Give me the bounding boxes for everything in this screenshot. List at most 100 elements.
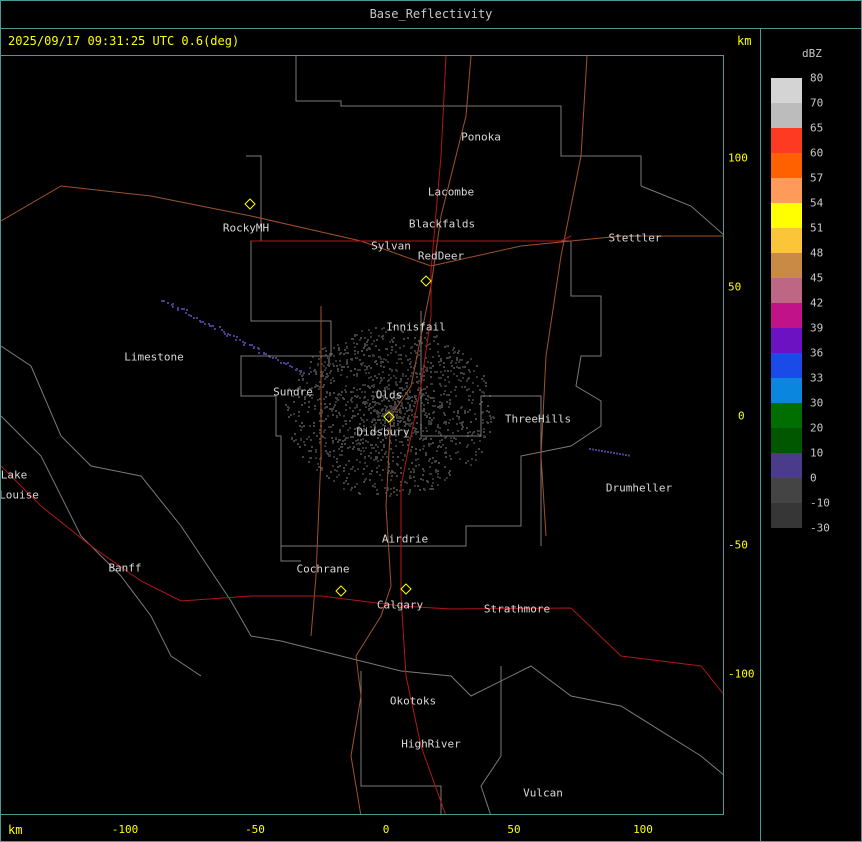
echo-pixel [337,466,339,468]
echo-pixel [437,343,439,345]
echo-pixel [616,452,618,455]
echo-pixel [391,349,393,351]
y-tick: 50 [728,280,742,294]
echo-pixel [426,430,428,432]
echo-pixel [377,493,379,495]
echo-pixel [235,339,237,341]
echo-pixel [387,487,389,489]
echo-pixel [304,402,306,404]
echo-pixel [424,337,426,339]
echo-pixel [363,450,365,452]
echo-pixel [437,484,439,486]
echo-pixel [433,400,435,402]
echo-pixel [370,376,372,378]
echo-pixel [458,367,460,369]
echo-pixel [299,388,301,390]
echo-pixel [441,402,443,404]
echo-pixel [430,443,432,445]
echo-pixel [459,458,461,460]
echo-pixel [186,309,188,311]
echo-pixel [302,378,304,380]
echo-pixel [177,309,179,311]
echo-pixel [396,494,398,496]
echo-pixel [301,390,303,392]
echo-pixel [430,383,432,385]
echo-pixel [376,456,378,458]
echo-pixel [406,482,408,484]
echo-pixel [377,446,379,448]
echo-pixel [208,323,210,325]
echo-pixel [489,431,491,433]
echo-pixel [347,437,349,439]
echo-pixel [384,405,386,407]
echo-pixel [358,426,360,428]
echo-pixel [401,402,403,404]
echo-pixel [409,404,411,406]
echo-pixel [405,375,407,377]
echo-pixel [427,399,429,401]
echo-pixel [359,409,361,411]
legend-label: 42 [810,296,824,310]
echo-pixel [430,362,432,364]
echo-pixel [340,446,342,448]
echo-pixel [458,361,460,363]
echo-pixel [460,372,462,374]
echo-pixel [404,421,406,423]
echo-pixel [375,422,377,424]
echo-pixel [293,401,295,403]
echo-pixel [387,380,389,382]
echo-pixel [421,395,423,397]
echo-pixel [407,378,409,380]
echo-pixel [628,454,630,457]
product-title: Base_Reflectivity [369,7,493,21]
echo-pixel [172,303,174,305]
echo-pixel [358,442,360,444]
echo-pixel [455,443,457,445]
echo-pixel [354,346,356,348]
echo-pixel [471,402,473,404]
echo-pixel [418,340,420,342]
echo-pixel [446,345,448,347]
echo-pixel [316,435,318,437]
echo-pixel [426,367,428,369]
echo-pixel [425,398,427,400]
echo-pixel [410,366,412,368]
echo-pixel [449,474,451,476]
echo-pixel [388,466,390,468]
echo-pixel [339,360,341,362]
echo-pixel [427,402,429,404]
echo-pixel [453,347,455,349]
echo-pixel [335,437,337,439]
echo-pixel [475,451,477,453]
echo-pixel [420,437,422,439]
echo-pixel [326,406,328,408]
echo-pixel [430,397,432,399]
radar-site-marker [383,411,395,423]
echo-pixel [439,477,441,479]
echo-pixel [411,372,413,374]
echo-pixel [397,456,399,458]
echo-pixel [319,412,321,414]
echo-pixel [388,463,390,465]
echo-pixel [372,354,374,356]
echo-pixel [435,471,437,473]
echo-pixel [354,334,356,336]
echo-pixel [380,365,382,367]
radar-map[interactable]: Ponoka Lacombe Blackfalds Sylvan RedDeer… [0,55,724,815]
echo-pixel [414,343,416,345]
echo-pixel [410,352,412,354]
echo-pixel [446,357,448,359]
legend-label: 60 [810,146,824,160]
echo-pixel [288,388,290,390]
echo-pixel [328,455,330,457]
echo-pixel [366,402,368,404]
echo-pixel [472,382,474,384]
echo-pixel [360,363,362,365]
echo-pixel [370,457,372,459]
echo-pixel [403,338,405,340]
x-tick: 50 [507,823,521,836]
echo-pixel [400,380,402,382]
echo-pixel [397,417,399,419]
echo-pixel [405,430,407,432]
echo-pixel [433,336,435,338]
